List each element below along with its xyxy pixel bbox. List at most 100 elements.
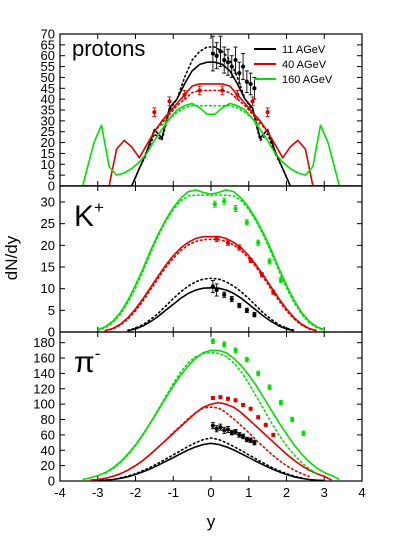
y-tick-label: 180 xyxy=(33,335,55,350)
data-point xyxy=(233,398,238,403)
y-axis-title: dN/dy xyxy=(2,235,21,280)
data-point xyxy=(225,239,231,246)
series-line-5-solid xyxy=(82,349,340,481)
y-tick-label: 70 xyxy=(41,27,55,42)
y-tick-label: 35 xyxy=(41,103,55,118)
data-point xyxy=(237,302,242,309)
series-line-6-dotted xyxy=(161,104,261,126)
series-line-1-solid xyxy=(127,287,295,332)
plot-area xyxy=(60,35,362,186)
y-tick-label: 15 xyxy=(41,260,55,275)
y-tick-label: 0 xyxy=(48,325,55,340)
series-line-2-dotted xyxy=(127,277,295,332)
data-point xyxy=(267,258,272,265)
y-tick-label: 65 xyxy=(41,37,55,52)
panel-label: K+ xyxy=(74,198,104,233)
plot-area xyxy=(82,338,340,481)
data-point xyxy=(220,85,225,96)
data-point xyxy=(250,96,255,107)
data-point xyxy=(210,35,215,72)
data-point xyxy=(240,53,246,81)
data-point xyxy=(233,429,238,435)
data-point xyxy=(218,395,223,400)
data-point xyxy=(233,347,238,354)
data-point xyxy=(248,72,253,96)
y-tick-label: 25 xyxy=(41,124,55,139)
x-tick-label: 0 xyxy=(207,485,214,500)
y-tick-label: 55 xyxy=(41,59,55,74)
series-line-1-solid xyxy=(60,61,362,186)
data-point xyxy=(229,296,234,303)
data-point xyxy=(252,76,257,100)
data-point xyxy=(229,55,234,78)
series-line-3-solid xyxy=(60,83,362,186)
data-point xyxy=(271,289,276,295)
data-point xyxy=(244,436,249,443)
y-tick-label: 5 xyxy=(48,168,55,183)
x-tick-label: 2 xyxy=(283,485,290,500)
series-line-6-dotted xyxy=(104,351,318,475)
y-tick-label: 40 xyxy=(41,443,55,458)
panels: 0510152025303540455055606570protons05101… xyxy=(33,27,365,501)
data-point xyxy=(267,384,272,391)
data-point xyxy=(278,276,283,284)
data-point xyxy=(301,430,306,437)
data-point xyxy=(244,307,249,313)
data-point xyxy=(244,219,249,226)
data-point xyxy=(244,70,249,94)
data-point xyxy=(182,90,187,100)
x-tick-label: 4 xyxy=(358,485,365,500)
data-point xyxy=(222,426,227,434)
data-point xyxy=(167,96,172,107)
x-tick-label: -2 xyxy=(130,485,142,500)
data-point xyxy=(218,35,223,68)
series-line-2-dotted xyxy=(119,437,303,479)
data-point xyxy=(222,291,227,298)
data-point xyxy=(244,356,249,363)
series-line-2-dotted xyxy=(130,46,292,186)
data-point xyxy=(225,425,231,434)
data-point xyxy=(237,244,242,251)
legend-label: 11 AGeV xyxy=(282,44,326,56)
y-tick-label: 5 xyxy=(48,303,55,318)
y-tick-label: 0 xyxy=(48,179,55,194)
legend-item: 40 AGeV xyxy=(254,59,327,71)
data-point xyxy=(214,42,219,70)
data-point xyxy=(218,423,223,431)
data-point xyxy=(152,107,157,117)
data-point xyxy=(197,85,202,96)
data-point xyxy=(240,433,246,440)
data-point xyxy=(240,402,246,408)
legend-label: 160 AGeV xyxy=(282,74,333,86)
y-tick-label: 20 xyxy=(41,238,55,253)
y-tick-label: 160 xyxy=(33,351,55,366)
plot-area xyxy=(97,189,326,332)
panel-label: protons xyxy=(72,36,145,61)
data-point xyxy=(263,422,268,428)
data-point xyxy=(248,406,253,411)
series-line-5-solid xyxy=(97,189,325,331)
series-line-4-dotted xyxy=(153,89,269,133)
x-tick-label: -1 xyxy=(167,485,179,500)
data-point xyxy=(265,107,270,117)
y-tick-label: 45 xyxy=(41,81,55,96)
data-point xyxy=(214,425,219,433)
data-point xyxy=(248,437,253,444)
y-tick-label: 30 xyxy=(41,195,55,210)
series-line-5-solid xyxy=(60,102,362,186)
data-point xyxy=(214,235,219,242)
y-tick-label: 60 xyxy=(41,427,55,442)
x-axis-title: y xyxy=(207,512,216,531)
panel-label: π- xyxy=(74,344,100,379)
data-point xyxy=(235,90,240,100)
y-tick-label: 30 xyxy=(41,113,55,128)
data-point xyxy=(225,396,231,401)
y-tick-label: 140 xyxy=(33,366,55,381)
series-line-4-dotted xyxy=(112,406,310,478)
y-tick-label: 25 xyxy=(41,216,55,231)
data-point xyxy=(222,197,227,205)
